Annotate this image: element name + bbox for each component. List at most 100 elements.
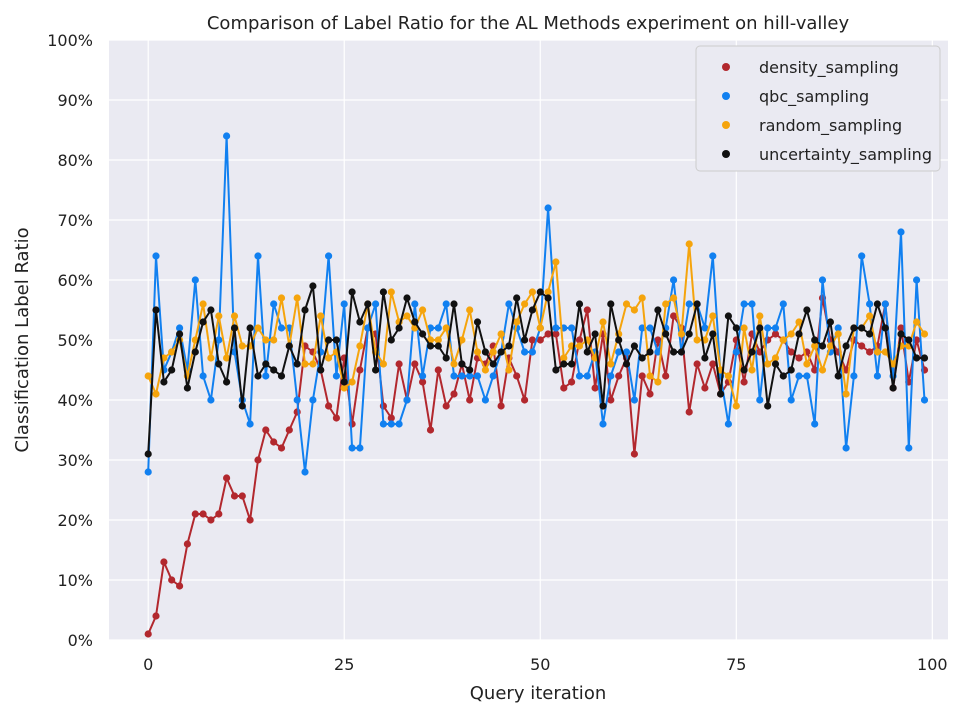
legend-label: qbc_sampling: [759, 87, 869, 107]
data-point: [411, 300, 419, 308]
data-point: [873, 348, 882, 356]
data-point: [403, 312, 411, 320]
data-point: [277, 294, 286, 302]
y-tick-label: 0%: [68, 631, 93, 650]
data-point: [364, 300, 372, 308]
legend-marker: [722, 121, 730, 129]
data-point: [434, 336, 442, 344]
data-point: [356, 444, 364, 452]
data-point: [521, 348, 529, 356]
data-point: [293, 396, 301, 404]
data-point: [724, 420, 733, 428]
data-point: [419, 306, 427, 314]
data-point: [701, 324, 709, 332]
data-point: [183, 540, 191, 548]
data-point: [599, 402, 607, 410]
data-point: [622, 360, 631, 368]
data-point: [450, 390, 458, 398]
data-point: [803, 306, 811, 314]
data-point: [881, 348, 889, 356]
data-point: [544, 288, 552, 296]
data-point: [771, 330, 780, 338]
data-point: [552, 366, 560, 374]
data-point: [575, 372, 584, 380]
data-point: [811, 342, 819, 350]
data-point: [873, 372, 882, 380]
series-layer: [144, 132, 929, 638]
data-point: [787, 396, 795, 404]
data-point: [528, 288, 537, 296]
data-point: [356, 366, 364, 374]
data-point: [521, 396, 529, 404]
data-point: [450, 372, 458, 380]
data-point: [144, 630, 152, 638]
data-point: [544, 204, 552, 212]
data-point: [285, 426, 293, 434]
data-point: [740, 324, 748, 332]
data-point: [285, 342, 293, 350]
x-tick-label: 100: [917, 655, 948, 674]
y-tick-labels: 0% 10% 20% 30% 40% 50% 60% 70% 80% 90% 100%: [47, 31, 93, 650]
data-point: [254, 252, 262, 260]
data-point: [176, 330, 184, 338]
data-point: [301, 468, 309, 476]
data-point: [270, 300, 278, 308]
data-point: [638, 294, 646, 302]
y-tick-label: 30%: [57, 451, 93, 470]
data-point: [560, 354, 568, 362]
data-point: [552, 324, 560, 332]
data-point: [662, 330, 670, 338]
legend-marker: [722, 92, 730, 100]
data-point: [223, 378, 231, 386]
data-point: [732, 348, 740, 356]
data-point: [513, 372, 521, 380]
x-axis-label: Query iteration: [470, 683, 606, 704]
data-point: [615, 336, 623, 344]
data-point: [748, 366, 756, 374]
data-point: [591, 384, 599, 392]
data-point: [505, 300, 513, 308]
data-point: [450, 300, 458, 308]
data-point: [356, 342, 364, 350]
data-point: [622, 300, 631, 308]
data-point: [787, 366, 795, 374]
data-point: [466, 372, 474, 380]
data-point: [575, 342, 584, 350]
legend-label: random_sampling: [759, 116, 902, 136]
data-point: [379, 288, 387, 296]
data-point: [630, 450, 639, 458]
data-point: [630, 396, 639, 404]
data-point: [709, 330, 717, 338]
data-point: [254, 372, 262, 380]
data-point: [348, 378, 356, 386]
data-point: [764, 360, 772, 368]
data-point: [654, 378, 662, 386]
data-point: [419, 330, 427, 338]
data-point: [607, 360, 615, 368]
data-point: [152, 612, 160, 620]
data-point: [764, 402, 772, 410]
data-point: [591, 330, 599, 338]
data-point: [144, 450, 152, 458]
data-point: [842, 444, 850, 452]
data-point: [913, 354, 921, 362]
y-axis-label: Classification Label Ratio: [12, 227, 33, 452]
data-point: [607, 372, 615, 380]
data-point: [834, 330, 842, 338]
data-point: [795, 318, 803, 326]
y-tick-label: 60%: [57, 271, 93, 290]
data-point: [254, 324, 262, 332]
data-point: [481, 348, 489, 356]
data-point: [293, 294, 301, 302]
data-point: [199, 510, 207, 518]
data-point: [536, 336, 544, 344]
data-point: [270, 438, 278, 446]
data-point: [654, 348, 662, 356]
data-point: [881, 324, 889, 332]
data-point: [434, 324, 442, 332]
data-point: [920, 396, 929, 404]
data-point: [332, 336, 340, 344]
data-point: [176, 582, 184, 590]
data-point: [513, 294, 521, 302]
